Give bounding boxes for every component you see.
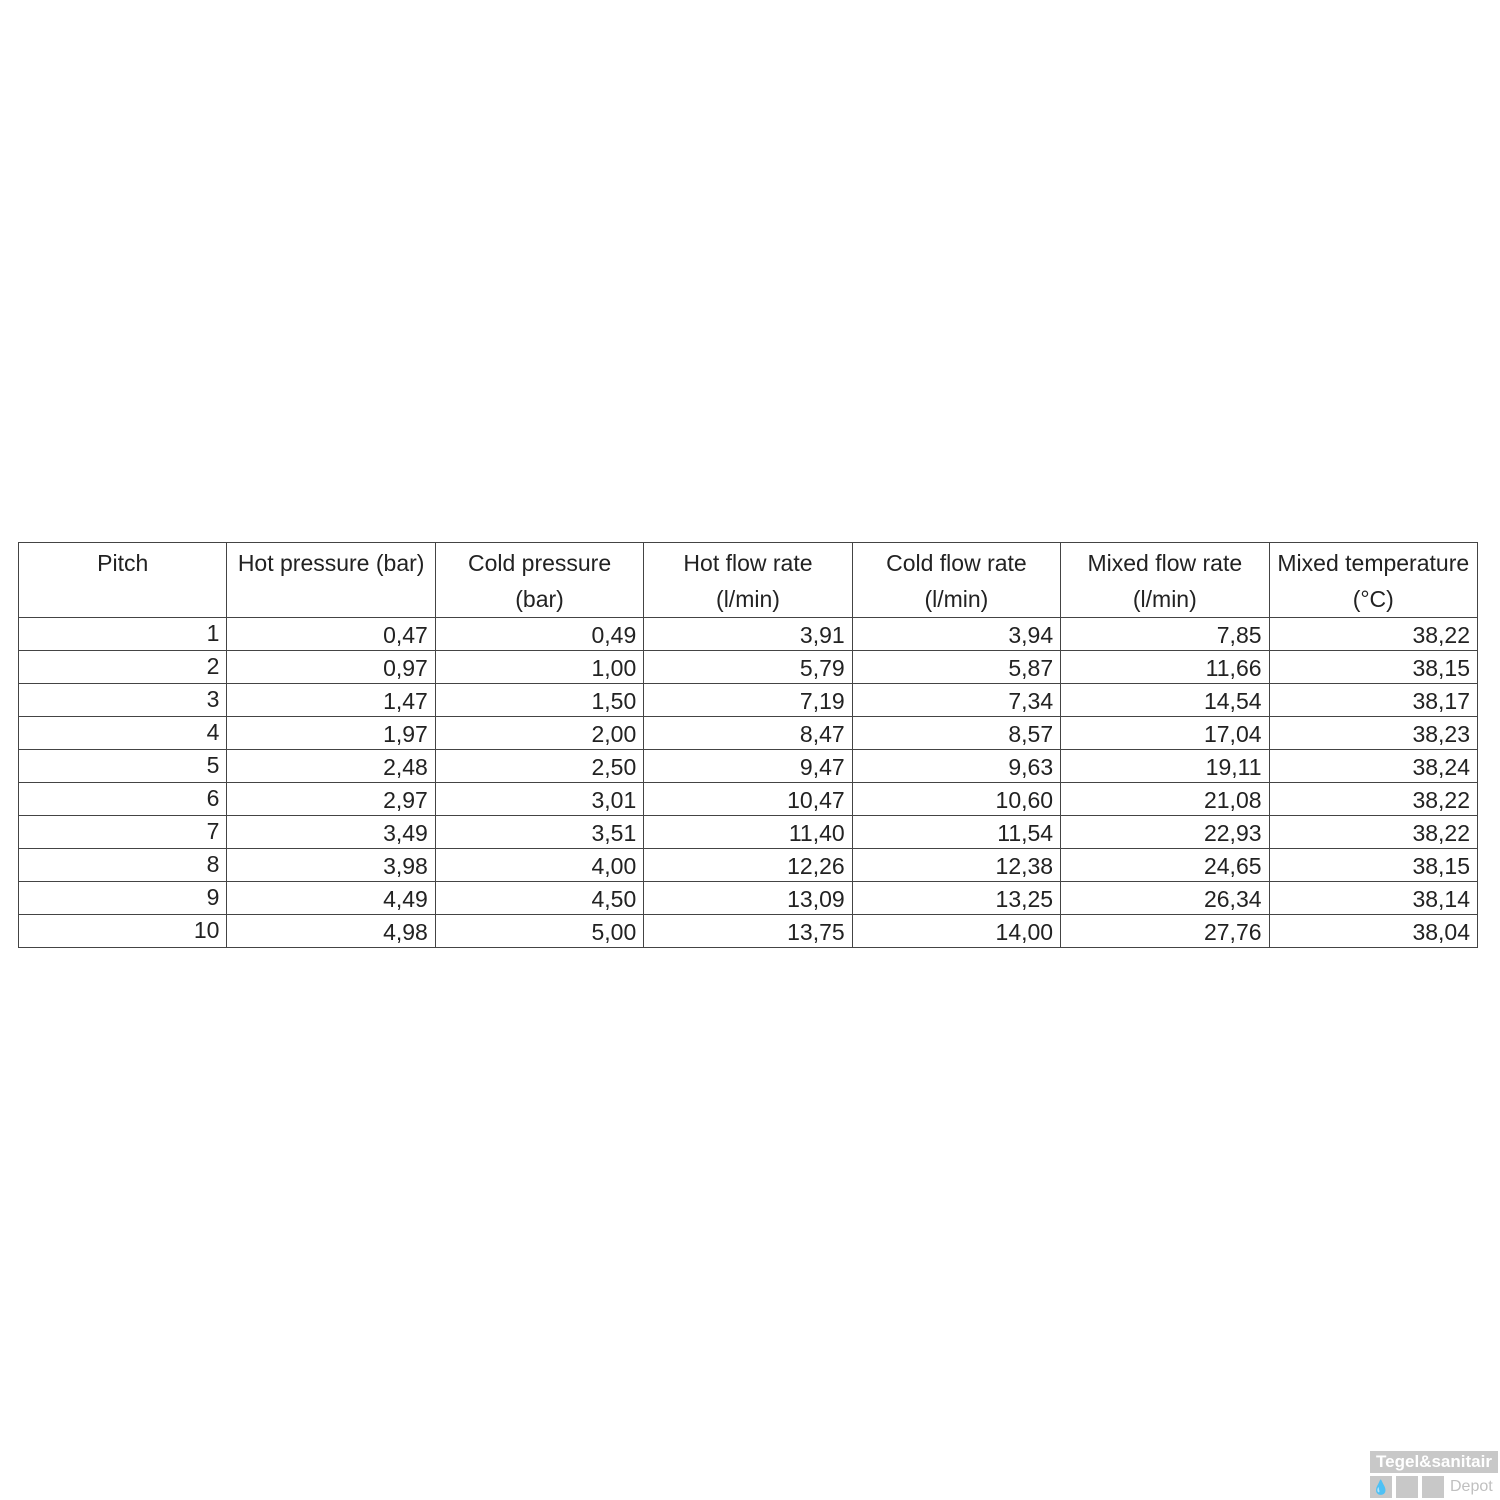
logo-brand-bottom: Depot	[1450, 1478, 1493, 1495]
table-cell: 5,00	[434, 914, 645, 948]
table-cell: 7,85	[1060, 617, 1270, 651]
table-cell: 0,47	[226, 617, 436, 651]
pitch-cell: 6	[17, 782, 228, 816]
table-cell: 8,57	[851, 716, 1062, 750]
table-cell: 0,49	[434, 617, 645, 651]
table-cell: 12,38	[851, 848, 1062, 882]
table-cell: 14,00	[851, 914, 1062, 948]
table-cell: 4,98	[226, 914, 436, 948]
column-header: Mixed flow rate (l/min)	[1060, 542, 1270, 618]
table-cell: 12,26	[643, 848, 853, 882]
table-cell: 10,47	[643, 782, 853, 816]
logo-square	[1422, 1476, 1444, 1498]
table-cell: 4,49	[226, 881, 436, 915]
table-cell: 19,11	[1060, 749, 1270, 783]
table-cell: 9,47	[643, 749, 853, 783]
table-cell: 4,50	[434, 881, 645, 915]
pitch-cell: 2	[17, 650, 228, 684]
table-cell: 2,97	[226, 782, 436, 816]
table-cell: 38,15	[1268, 848, 1479, 882]
logo-brand-top: Tegel&sanitair	[1370, 1451, 1498, 1473]
table-cell: 38,24	[1268, 749, 1479, 783]
table-cell: 5,87	[851, 650, 1062, 684]
table-cell: 2,00	[434, 716, 645, 750]
pitch-cell: 1	[17, 617, 228, 651]
table-cell: 3,01	[434, 782, 645, 816]
table-cell: 21,08	[1060, 782, 1270, 816]
column-header: Cold pressure (bar)	[434, 542, 645, 618]
table-cell: 13,09	[643, 881, 853, 915]
logo-square	[1396, 1476, 1418, 1498]
table-cell: 38,22	[1268, 782, 1479, 816]
table-cell: 9,63	[851, 749, 1062, 783]
table-cell: 38,22	[1268, 617, 1479, 651]
table-row: 5 2,48 2,50 9,47 9,63 19,11 38,24	[17, 749, 1479, 783]
table-cell: 7,34	[851, 683, 1062, 717]
table-cell: 13,75	[643, 914, 853, 948]
table-cell: 14,54	[1060, 683, 1270, 717]
pitch-cell: 7	[17, 815, 228, 849]
table-cell: 3,91	[643, 617, 853, 651]
table-row: 3 1,47 1,50 7,19 7,34 14,54 38,17	[17, 683, 1479, 717]
table-cell: 38,15	[1268, 650, 1479, 684]
column-header: Hot pressure (bar)	[226, 542, 436, 618]
pitch-cell: 9	[17, 881, 228, 915]
table-cell: 26,34	[1060, 881, 1270, 915]
table-cell: 8,47	[643, 716, 853, 750]
table-cell: 24,65	[1060, 848, 1270, 882]
column-header: Pitch	[17, 542, 228, 618]
table-cell: 2,50	[434, 749, 645, 783]
table-row: 2 0,97 1,00 5,79 5,87 11,66 38,15	[17, 650, 1479, 684]
column-header: Mixed temperature (°C)	[1268, 542, 1479, 618]
table-cell: 38,04	[1268, 914, 1479, 948]
table-cell: 4,00	[434, 848, 645, 882]
pitch-cell: 5	[17, 749, 228, 783]
table-cell: 38,23	[1268, 716, 1479, 750]
pitch-cell: 3	[17, 683, 228, 717]
table-row: 4 1,97 2,00 8,47 8,57 17,04 38,23	[17, 716, 1479, 750]
header-row: Pitch Hot pressure (bar) Cold pressure (ba…	[17, 542, 1479, 618]
table-cell: 38,22	[1268, 815, 1479, 849]
table-cell: 5,79	[643, 650, 853, 684]
table-cell: 13,25	[851, 881, 1062, 915]
table-cell: 2,48	[226, 749, 436, 783]
table-cell: 11,66	[1060, 650, 1270, 684]
table-cell: 38,14	[1268, 881, 1479, 915]
table-row: 10 4,98 5,00 13,75 14,00 27,76 38,04	[17, 914, 1479, 948]
pitch-cell: 8	[17, 848, 228, 882]
pitch-cell: 10	[17, 914, 228, 948]
water-drop-icon: 💧	[1370, 1476, 1392, 1498]
column-header: Hot flow rate (l/min)	[643, 542, 853, 618]
table-cell: 3,49	[226, 815, 436, 849]
table-cell: 11,40	[643, 815, 853, 849]
table-cell: 17,04	[1060, 716, 1270, 750]
column-header: Cold flow rate (l/min)	[851, 542, 1062, 618]
table-cell: 10,60	[851, 782, 1062, 816]
watermark-logo: Tegel&sanitair 💧 Depot	[1370, 1451, 1498, 1498]
table-cell: 1,50	[434, 683, 645, 717]
table-cell: 0,97	[226, 650, 436, 684]
table-cell: 22,93	[1060, 815, 1270, 849]
pitch-cell: 4	[17, 716, 228, 750]
table-row: 7 3,49 3,51 11,40 11,54 22,93 38,22	[17, 815, 1479, 849]
table-cell: 27,76	[1060, 914, 1270, 948]
table-row: 6 2,97 3,01 10,47 10,60 21,08 38,22	[17, 782, 1479, 816]
table-cell: 3,98	[226, 848, 436, 882]
table-cell: 7,19	[643, 683, 853, 717]
table-row: 9 4,49 4,50 13,09 13,25 26,34 38,14	[17, 881, 1479, 915]
table-row: 8 3,98 4,00 12,26 12,38 24,65 38,15	[17, 848, 1479, 882]
data-table: Pitch Hot pressure (bar) Cold pressure (ba…	[17, 542, 1479, 948]
table-cell: 3,94	[851, 617, 1062, 651]
table-row: 1 0,47 0,49 3,91 3,94 7,85 38,22	[17, 617, 1479, 651]
table-cell: 38,17	[1268, 683, 1479, 717]
table-cell: 11,54	[851, 815, 1062, 849]
table-cell: 1,47	[226, 683, 436, 717]
table-cell: 1,97	[226, 716, 436, 750]
table-cell: 1,00	[434, 650, 645, 684]
table-cell: 3,51	[434, 815, 645, 849]
